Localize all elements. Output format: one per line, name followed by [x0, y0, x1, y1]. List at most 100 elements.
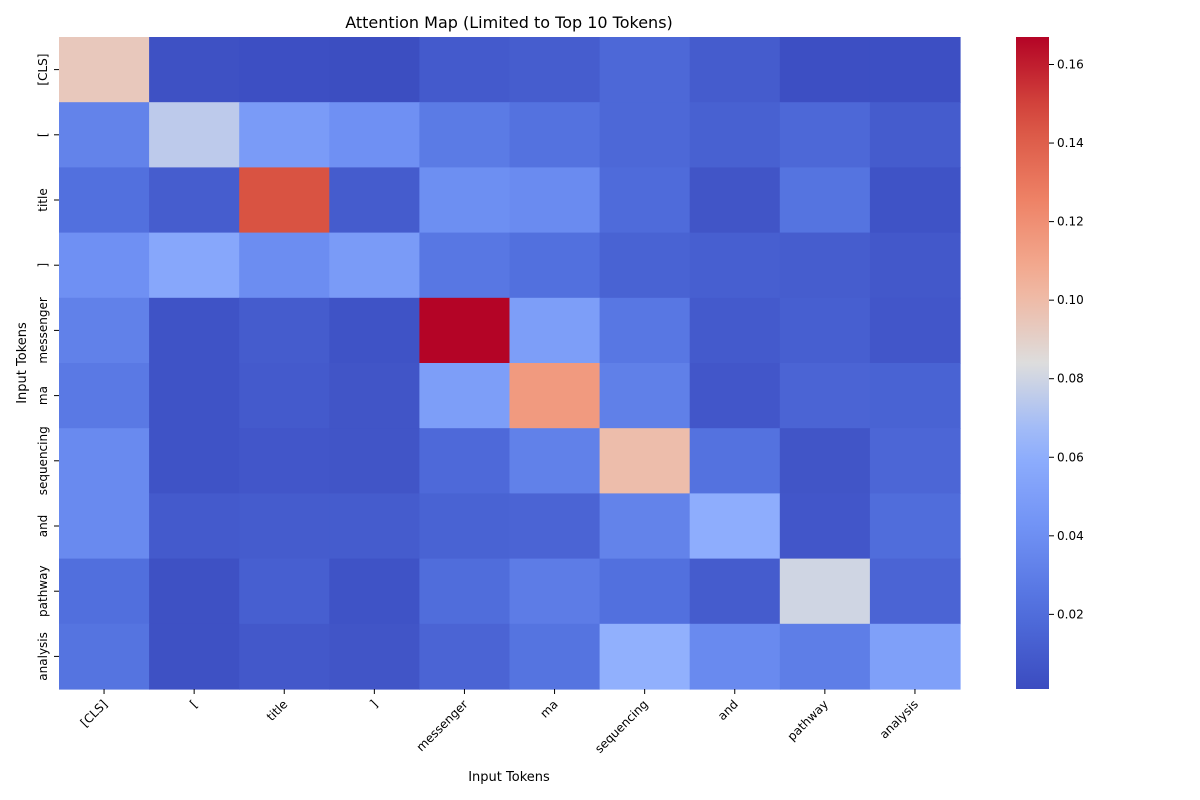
heatmap-cell [329, 232, 420, 299]
y-tick-label: ] [36, 263, 50, 268]
chart-title: Attention Map (Limited to Top 10 Tokens) [345, 13, 673, 32]
heatmap-cell [59, 232, 150, 299]
heatmap-cell [599, 623, 691, 690]
heatmap-cell [239, 297, 330, 364]
heatmap-cell [329, 623, 420, 690]
x-tick-label: ] [367, 697, 380, 710]
heatmap-cell [689, 167, 781, 234]
heatmap-cell [329, 493, 420, 560]
colorbar-tick-label: 0.06 [1057, 450, 1084, 464]
heatmap-cell [779, 428, 871, 494]
x-axis-label: Input Tokens [468, 770, 550, 785]
heatmap-cell [419, 623, 511, 690]
colorbar-tick-label: 0.04 [1057, 529, 1084, 543]
x-axis-ticks: [CLS] [title] messenger ma sequencing and path… [78, 689, 921, 756]
heatmap-cell [419, 428, 511, 494]
heatmap-cell [779, 102, 871, 168]
heatmap-cell [59, 167, 150, 234]
y-tick-label: ma [36, 386, 50, 405]
heatmap-cell [419, 363, 511, 429]
heatmap-cell [779, 37, 871, 103]
heatmap-cell [509, 37, 601, 103]
heatmap-cell [599, 493, 691, 560]
y-axis-label: Input Tokens [15, 322, 30, 404]
heatmap-cell [779, 167, 871, 234]
heatmap-cell [599, 428, 691, 494]
heatmap-cell [509, 623, 601, 690]
heatmap-cell [59, 37, 150, 103]
heatmap-cell [419, 102, 511, 168]
heatmap-cell [59, 623, 150, 690]
y-tick-label: [CLS] [36, 54, 50, 86]
y-tick-label: pathway [36, 565, 50, 617]
x-tick-label: sequencing [592, 697, 651, 756]
colorbar-tick-label: 0.08 [1057, 372, 1084, 386]
heatmap-cell [419, 493, 511, 560]
heatmap-cell [149, 493, 240, 560]
colorbar-tick-label: 0.02 [1057, 607, 1084, 621]
y-tick-label: and [36, 515, 50, 538]
heatmap-cell [329, 102, 420, 168]
heatmap-cell [59, 428, 150, 494]
heatmap-cell [689, 493, 781, 560]
heatmap-cell [239, 102, 330, 168]
heatmap-cell [419, 558, 511, 625]
heatmap-cell [689, 623, 781, 690]
heatmap-cell [149, 363, 240, 429]
heatmap-cell [779, 493, 871, 560]
heatmap-cell [869, 558, 961, 625]
heatmap-cell [599, 37, 691, 103]
heatmap-cell [329, 428, 420, 494]
heatmap-cell [149, 623, 240, 690]
heatmap-cell [689, 297, 781, 364]
heatmap-cell [599, 232, 691, 299]
heatmap-cell [869, 623, 961, 690]
colorbar-tick-label: 0.14 [1057, 136, 1084, 150]
heatmap-cell [689, 37, 781, 103]
heatmap-cell [689, 558, 781, 625]
heatmap-cell [149, 37, 240, 103]
y-tick-label: title [36, 188, 50, 211]
y-axis-ticks: [CLS] [title] messenger ma sequencing and path… [36, 54, 59, 681]
heatmap-cell [329, 363, 420, 429]
heatmap-cell [239, 558, 330, 625]
heatmap-cell [239, 167, 330, 234]
heatmap-cell [59, 297, 150, 364]
heatmap-cell [149, 558, 240, 625]
heatmap-cell [869, 363, 961, 429]
colorbar-ticks: 0.02 0.04 0.06 0.08 0.10 0.12 0.14 0.16 [1049, 57, 1084, 621]
y-tick-label: [ [36, 132, 50, 137]
heatmap-cell [689, 363, 781, 429]
heatmap-cell [239, 37, 330, 103]
x-tick-label: title [264, 697, 290, 723]
heatmap-cell [689, 232, 781, 299]
x-tick-label: [CLS] [78, 697, 111, 730]
heatmap-cell [149, 102, 240, 168]
heatmap-cell [509, 232, 601, 299]
colorbar [1016, 37, 1049, 689]
heatmap-cell [869, 167, 961, 234]
heatmap-cell [149, 167, 240, 234]
heatmap-cell [599, 102, 691, 168]
heatmap-cell [509, 428, 601, 494]
heatmap-cell [239, 493, 330, 560]
heatmap-cell [329, 167, 420, 234]
heatmap-cell [239, 232, 330, 299]
heatmap-cell [599, 167, 691, 234]
colorbar-tick-label: 0.12 [1057, 215, 1084, 229]
y-tick-label: analysis [36, 632, 50, 681]
heatmap-cell [149, 232, 240, 299]
heatmap-cell [689, 102, 781, 168]
heatmap-cell [779, 558, 871, 625]
heatmap-cell [59, 558, 150, 625]
x-tick-label: [ [187, 697, 200, 710]
y-tick-label: sequencing [36, 426, 50, 495]
heatmap-cell [599, 363, 691, 429]
heatmap-cell [509, 102, 601, 168]
heatmap-cell [59, 102, 150, 168]
heatmap-cell [779, 297, 871, 364]
x-tick-label: analysis [877, 697, 921, 741]
x-tick-label: messenger [414, 697, 471, 754]
heatmap-cell [419, 297, 511, 364]
